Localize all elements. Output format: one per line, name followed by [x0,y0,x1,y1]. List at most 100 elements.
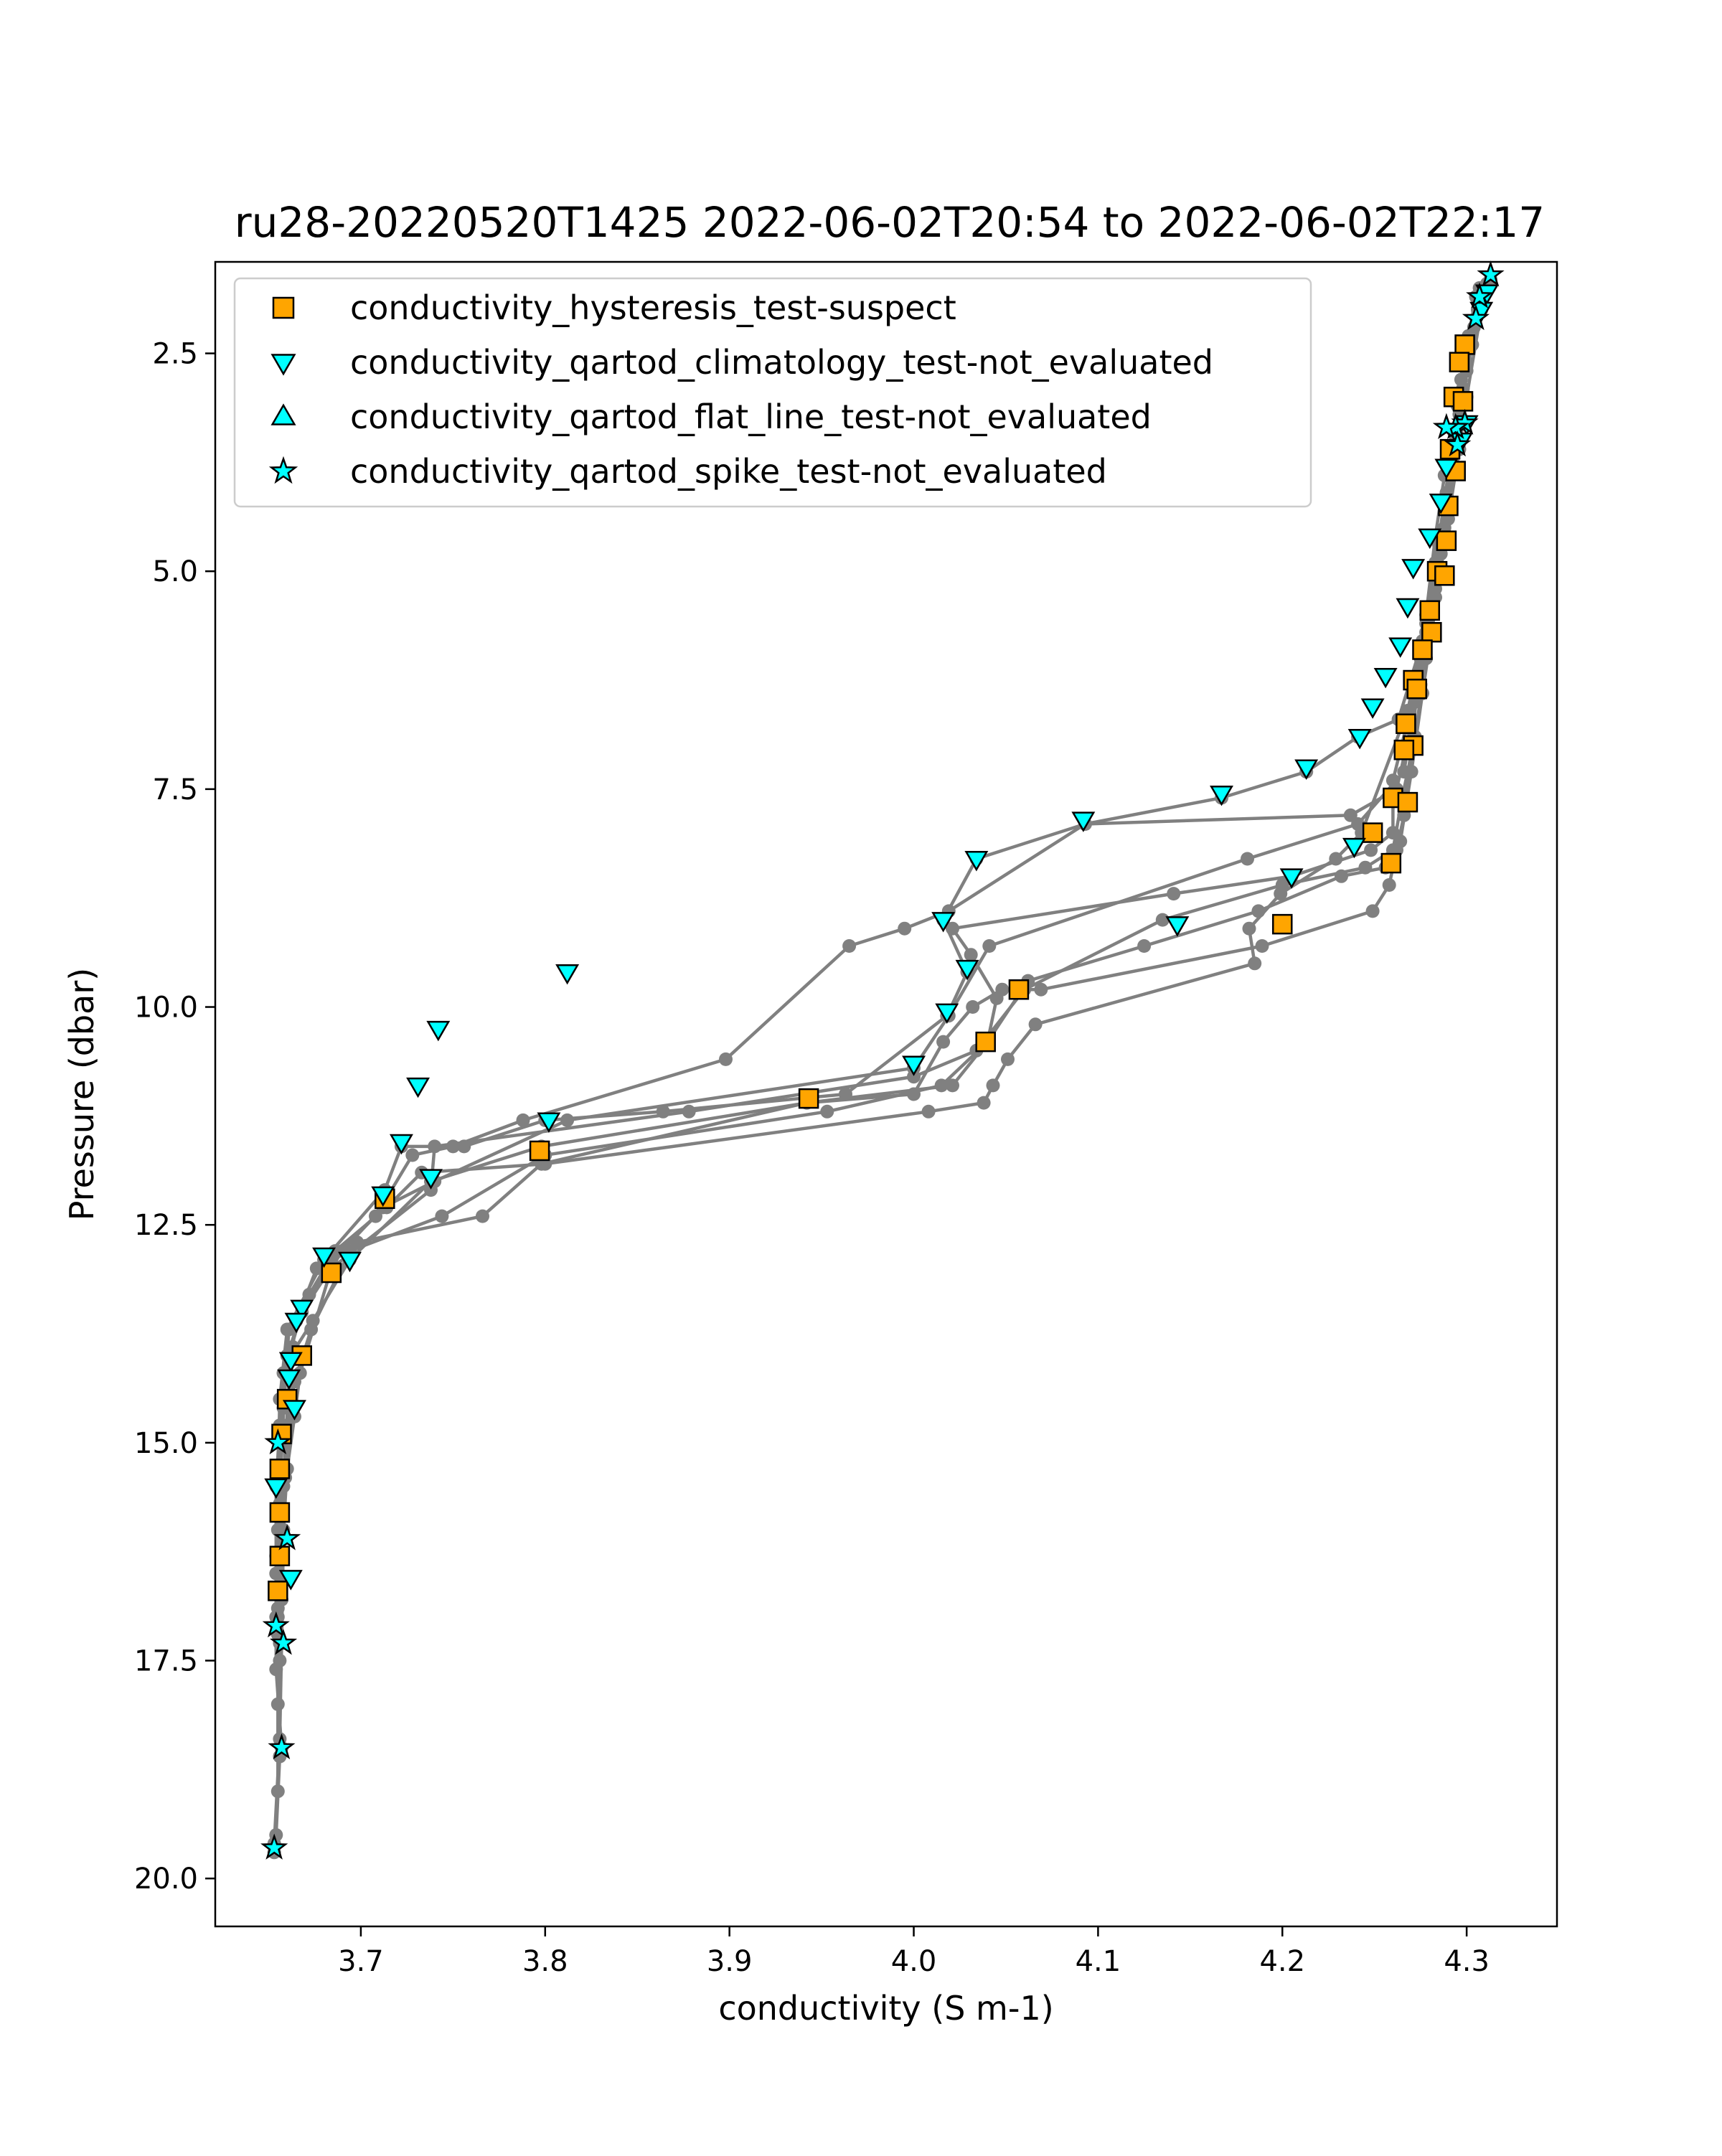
x-tick-label: 4.3 [1444,1945,1490,1978]
legend-entry: conductivity_qartod_climatology_test-not… [270,343,1213,382]
profile-point [1255,939,1269,953]
triangle-down-marker [1360,698,1385,719]
y-tick-label: 17.5 [134,1645,198,1678]
legend-label: conductivity_qartod_spike_test-not_evalu… [350,452,1107,491]
square-marker [1421,621,1442,643]
profile-point [907,1087,921,1101]
square-marker [529,1140,550,1162]
square-marker [1454,334,1475,355]
triangle-up-legend-icon [270,403,296,425]
x-axis-label: conductivity (S m-1) [718,1989,1053,2028]
y-tick-label: 5.0 [152,555,198,588]
profile-point [995,982,1010,997]
star-marker [273,1524,301,1550]
x-tick-label: 3.7 [338,1945,384,1978]
x-tick-label: 4.0 [891,1945,937,1978]
profile-point [986,1078,1000,1093]
profile-point [435,1209,449,1223]
profile-point [1248,956,1262,971]
y-tick-label: 2.5 [152,338,198,371]
square-legend-icon [272,296,295,319]
triangle-down-marker [1279,868,1304,889]
triangle-down-marker [1388,637,1413,658]
square-marker [975,1031,996,1053]
triangle-down-marker [1418,528,1442,550]
triangle-down-marker [278,1570,303,1591]
profile-point [405,1148,420,1162]
triangle-down-marker [902,1055,926,1076]
profile-point [977,1096,991,1110]
star-legend-icon [268,456,298,484]
profile-point [1364,843,1378,857]
profile-point [1167,887,1181,901]
triangle-down-marker [1401,559,1426,580]
square-marker [268,1581,288,1601]
square-marker [1434,565,1455,586]
triangle-down-marker [1396,598,1420,619]
triangle-down-legend-icon [270,354,296,376]
square-marker [1362,822,1383,843]
profile-point [719,1052,733,1066]
legend-label: conductivity_hysteresis_test-suspect [350,288,956,327]
square-marker [1272,913,1293,935]
profile-point [907,1070,921,1084]
profile-point [1343,808,1358,822]
square-marker [1380,852,1402,874]
triangle-down-marker [338,1251,362,1273]
x-tick-label: 3.9 [707,1945,753,1978]
legend-entry: conductivity_qartod_flat_line_test-not_e… [270,397,1152,436]
profile-point [270,1601,285,1616]
profile-point [1034,982,1048,997]
series-1 [268,334,1475,1601]
square-marker [798,1088,819,1109]
x-tick-label: 4.2 [1259,1945,1305,1978]
triangle-down-marker [426,1020,451,1042]
square-marker [269,1459,291,1479]
profile-point [1335,869,1348,883]
star-marker [1444,430,1472,457]
profile-point [1137,939,1152,953]
triangle-down-marker [406,1077,430,1098]
square-marker [1436,530,1457,551]
square-marker [269,1545,291,1567]
profile-point [476,1209,489,1223]
profile-point [1155,913,1170,927]
triangle-down-marker [1342,837,1366,859]
star-marker [262,1611,290,1638]
profile-point [1242,921,1256,936]
triangle-down-marker [1165,916,1190,937]
profile-lines [267,272,1497,1860]
legend-entry: conductivity_hysteresis_test-suspect [272,288,956,327]
y-tick-label: 12.5 [134,1209,198,1242]
triangle-down-marker [1071,811,1096,832]
profile-point [309,1261,324,1276]
profile-point [682,1104,696,1119]
triangle-down-marker [1429,494,1453,514]
profile-point [934,1078,949,1093]
legend-entry: conductivity_qartod_spike_test-not_evalu… [268,452,1107,491]
profile-point [1241,852,1254,866]
profile-point [273,1654,287,1667]
profile-point [1365,904,1380,918]
triangle-down-marker [389,1134,413,1155]
profile-point [842,939,857,953]
square-marker [1393,739,1415,761]
y-tick-label: 20.0 [134,1863,198,1896]
square-marker [1412,639,1433,660]
legend-label: conductivity_qartod_climatology_test-not… [350,343,1213,382]
square-marker [1449,352,1470,372]
legend-label: conductivity_qartod_flat_line_test-not_e… [350,397,1152,436]
profile-point [1028,1017,1043,1032]
square-marker [1419,600,1441,621]
square-marker [269,1502,291,1523]
square-marker [1396,713,1416,735]
triangle-down-marker [935,1003,959,1025]
square-marker [1452,391,1474,412]
profile-point [966,1000,980,1014]
triangle-down-marker [290,1299,314,1321]
star-marker [1466,282,1494,309]
profile-point [1329,852,1343,866]
profile-point [936,1035,951,1049]
triangle-down-marker [1294,759,1319,780]
